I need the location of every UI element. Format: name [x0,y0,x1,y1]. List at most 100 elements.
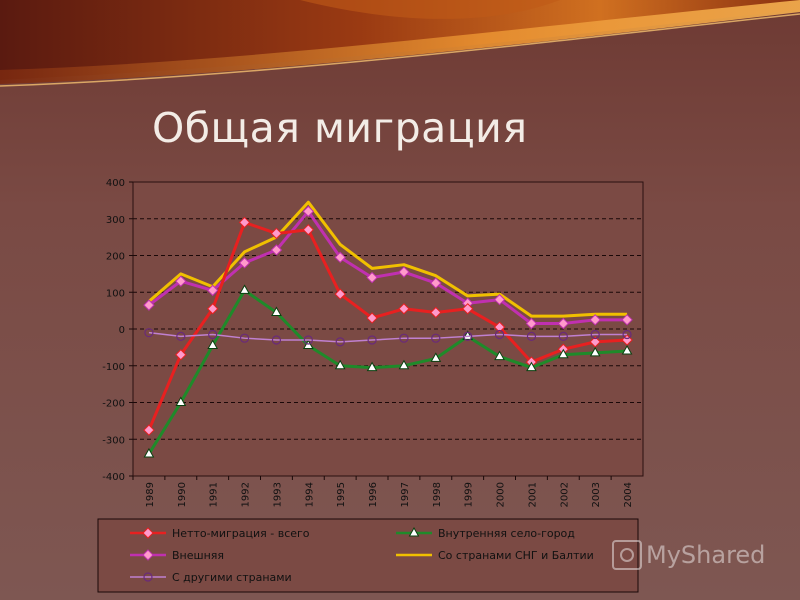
y-tick-label: 0 [119,325,125,336]
data-point-circle [239,333,250,343]
data-point-diamond [557,317,570,330]
y-tick-label: -200 [102,399,125,410]
data-point-circle [335,337,345,347]
data-point-circle [367,335,377,345]
data-point-diamond [366,271,378,284]
legend-label: С другими странами [172,571,292,584]
data-point-diamond [238,257,251,269]
slide-title: Общая миграция [152,104,528,152]
x-tick-label: 1995 [336,482,347,507]
data-point-diamond [238,216,251,229]
series-line [147,220,628,431]
data-point-diamond [206,284,219,297]
legend-box [97,518,639,593]
chart-legend: Нетто-миграция - всего Внутренняя село-го… [97,518,639,593]
data-point-diamond [366,312,378,324]
data-point-circle [271,335,282,345]
data-point-diamond [270,244,283,256]
data-point-diamond [621,314,633,326]
legend-label: Со странами СНГ и Балтии [438,549,594,562]
data-point-circle [558,331,568,341]
y-tick-label: -300 [102,435,125,446]
series-Нетто-миграция - всего [143,216,633,436]
x-tick-label: 2001 [527,482,538,507]
x-tick-label: 1996 [368,482,379,507]
data-point-diamond [398,303,410,315]
x-tick-label: 1999 [464,482,475,507]
watermark-text: MyShared [646,541,766,569]
data-point-triangle [207,339,219,350]
legend-label: Внешняя [172,549,224,562]
series-line [147,288,628,455]
data-point-circle [463,331,473,341]
series-Внешняя [143,205,633,330]
data-point-diamond [302,224,315,236]
x-tick-label: 1994 [304,482,315,507]
data-point-circle [208,329,218,340]
data-point-circle [526,331,537,341]
data-point-diamond [589,314,601,326]
data-point-circle [622,329,632,340]
series-Внутренняя село-город [143,284,633,458]
data-point-triangle [526,361,537,372]
x-tick-label: 2003 [591,482,602,507]
x-tick-label: 2004 [623,482,634,507]
data-point-circle [144,328,154,338]
data-point-diamond [206,303,219,315]
data-point-triangle [271,306,282,316]
decorative-banner [0,0,800,87]
data-point-circle [176,331,186,341]
data-point-diamond [398,266,410,278]
x-tick-label: 1991 [209,482,220,507]
data-point-circle [303,335,313,345]
data-point-circle [590,329,600,340]
data-point-circle [399,333,409,343]
data-point-diamond [143,299,155,311]
x-tick-label: 1992 [241,482,252,507]
data-point-diamond [493,293,506,306]
data-point-triangle [494,350,505,361]
data-point-diamond [334,251,346,264]
y-tick-label: 400 [106,178,125,189]
data-point-diamond [525,317,538,330]
data-point-diamond [175,275,187,287]
x-tick-label: 1990 [177,482,188,507]
data-point-diamond [143,424,155,436]
x-tick-label: 1993 [272,482,283,507]
data-point-circle [494,329,505,340]
data-point-triangle [462,330,474,340]
x-tick-label: 1989 [145,482,156,507]
data-point-triangle [621,345,633,355]
data-point-triangle [557,348,569,359]
data-point-diamond [334,288,346,300]
watermark: MyShared [612,540,765,570]
series-line [148,331,628,343]
data-point-diamond [270,227,283,240]
legend-label: Нетто-миграция - всего [172,527,310,540]
data-point-diamond [302,205,315,218]
data-point-diamond [175,349,187,361]
plot-area: 400 300 200 100 0 -100 -200 -300 -400 1989 1990 199… [102,178,644,507]
series-line [148,209,628,325]
data-point-triangle [408,526,420,537]
data-point-triangle [589,346,601,357]
y-tick-label: -100 [102,362,125,373]
data-point-diamond [430,306,442,319]
data-point-diamond [461,303,474,315]
data-point-circle [431,333,441,343]
y-tick-label: 300 [106,215,125,226]
data-point-triangle [430,352,442,362]
y-tick-label: -400 [102,472,125,483]
data-point-diamond [142,527,154,539]
data-point-triangle [175,396,187,406]
data-point-triangle [143,447,155,458]
data-point-diamond [589,336,601,348]
data-point-diamond [493,321,506,333]
watermark-logo-icon [612,540,642,570]
data-point-triangle [239,284,250,294]
x-tick-label: 1997 [400,482,411,507]
data-point-diamond [142,549,154,561]
data-point-triangle [334,359,346,370]
legend-label: Внутренняя село-город [438,527,575,540]
